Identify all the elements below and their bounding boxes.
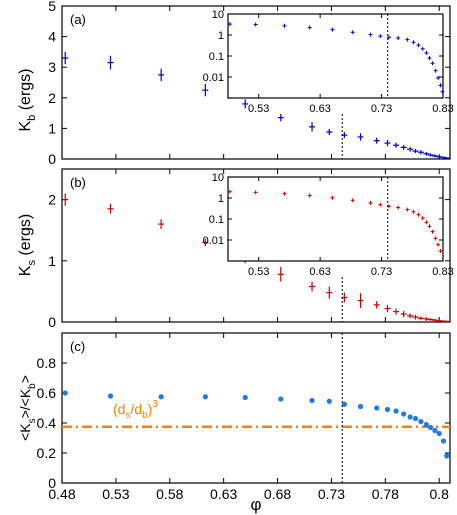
data-point	[242, 394, 248, 401]
inset-y-tick-label: 1	[218, 193, 224, 205]
y-tick-label: 5	[48, 0, 56, 14]
inset-x-tick-label: 0.73	[371, 103, 392, 115]
inset-x-tick-label: 0.53	[248, 103, 269, 115]
x-tick-label: 0.8	[429, 486, 449, 502]
data-point	[418, 418, 424, 425]
inset-x-tick-label: 0.83	[432, 266, 453, 278]
data-point	[62, 390, 68, 396]
data-point	[158, 394, 164, 400]
inset-y-tick-label: 10	[212, 9, 224, 21]
x-tick-label: 0.78	[372, 486, 399, 502]
panel-b-frame	[61, 168, 451, 323]
inset-y-tick-label: 0.01	[203, 235, 224, 247]
panel-c-xticks: 0.48 0.53 0.58 0.63 0.68 0.73 0.78 0.8	[48, 486, 449, 502]
inset-x-tick-label: 0.53	[248, 266, 269, 278]
x-tick-label: 0.73	[318, 486, 345, 502]
panel-a-inset: 0.01 0.1 1 10 0.53 0.63 0.73 0.83	[203, 9, 454, 115]
y-tick-label: 0.8	[37, 355, 57, 371]
panel-a-inset-marks	[227, 14, 445, 98]
y-tick-label: 0.6	[37, 385, 57, 401]
data-point	[440, 438, 447, 444]
y-tick-label: 2	[48, 192, 56, 208]
x-tick-label: 0.68	[264, 486, 291, 502]
panel-a-label: (a)	[70, 12, 86, 27]
inset-y-tick-label: 0.01	[203, 72, 224, 84]
data-point	[278, 396, 284, 402]
panel-a-yticks: 0 1 2 3 4 5	[48, 0, 450, 167]
panel-b-marks	[62, 193, 450, 322]
data-point	[202, 394, 208, 400]
data-point	[444, 453, 450, 459]
y-tick-label: 4	[48, 29, 56, 45]
y-tick-label: 1	[48, 120, 56, 136]
panel-c-label: (c)	[70, 339, 85, 354]
panel-c-frame	[61, 332, 451, 484]
panel-c-yticks: 0 0.2 0.4 0.6 0.8	[37, 333, 450, 491]
data-point	[423, 421, 429, 428]
data-point	[374, 405, 380, 411]
inset-y-tick-label: 0.1	[209, 214, 224, 226]
panel-b-label: (b)	[70, 175, 86, 190]
data-point	[309, 397, 315, 404]
inset-y-tick-label: 0.1	[209, 51, 224, 63]
data-point	[326, 398, 332, 404]
panel-a-frame	[61, 5, 451, 160]
inset-y-tick-label: 10	[212, 172, 224, 184]
panel-a-inset-xticks: 0.53 0.63 0.73 0.83	[248, 14, 454, 115]
panel-c-xlabel: φ	[250, 495, 261, 514]
inset-y-tick-label: 1	[218, 30, 224, 42]
panel-b-inset-marks	[227, 177, 443, 261]
y-tick-label: 3	[48, 59, 56, 75]
panel-a-ylabel: Kb (ergs)	[17, 68, 38, 131]
y-tick-label: 0.4	[37, 415, 57, 431]
panel-a-marks	[62, 51, 450, 159]
inset-x-tick-label: 0.83	[432, 103, 453, 115]
data-point	[432, 427, 438, 434]
panel-b: 0 1 2 (b) Ks (ergs) 0.01 0.1 1 10 0.53 0.63 0.7…	[17, 168, 454, 330]
data-point	[407, 414, 413, 420]
inset-x-tick-label: 0.63	[309, 103, 330, 115]
y-tick-label: 1	[48, 253, 56, 269]
panel-a: 0 1 2 3 4 5 (a) Kb (ergs) 0.01 0.1 1 10 0.53 0.63…	[17, 0, 454, 167]
y-tick-label: 0	[48, 151, 56, 167]
reference-line-label: (ds/db)3	[113, 399, 158, 421]
panel-a-inset-yticks: 0.01 0.1 1 10	[203, 9, 443, 99]
y-tick-label: 0	[48, 314, 56, 330]
y-tick-label: 0.2	[37, 445, 57, 461]
data-point	[428, 424, 434, 431]
data-point	[436, 430, 442, 437]
data-point	[341, 401, 347, 407]
data-point	[357, 403, 364, 410]
panel-c-ylabel: <Ks>/<Kb>	[17, 375, 38, 441]
data-point	[393, 408, 399, 414]
panel-b-inset-xticks: 0.53 0.63 0.73 0.83	[248, 177, 454, 278]
inset-x-tick-label: 0.73	[371, 266, 392, 278]
data-point	[401, 411, 407, 417]
x-tick-label: 0.63	[210, 486, 237, 502]
data-point	[412, 415, 419, 422]
x-tick-label: 0.58	[156, 486, 183, 502]
y-tick-label: 0	[48, 475, 56, 491]
panel-b-inset-yticks: 0.01 0.1 1 10	[203, 172, 443, 262]
inset-x-tick-label: 0.63	[309, 266, 330, 278]
data-point	[107, 393, 114, 399]
panel-b-ylabel: Ks (ergs)	[17, 214, 38, 276]
x-tick-label: 0.48	[48, 486, 75, 502]
x-tick-label: 0.53	[102, 486, 129, 502]
y-tick-label: 2	[48, 90, 56, 106]
panel-c-marks	[62, 390, 450, 459]
data-point	[384, 406, 391, 413]
panel-c: 00.20.40.60.8 0.48 0.53 0.58 0.63 0.68 0.73 0.…	[17, 332, 451, 514]
panel-b-inset: 0.01 0.1 1 10 0.53 0.63 0.73 0.83	[203, 172, 454, 278]
